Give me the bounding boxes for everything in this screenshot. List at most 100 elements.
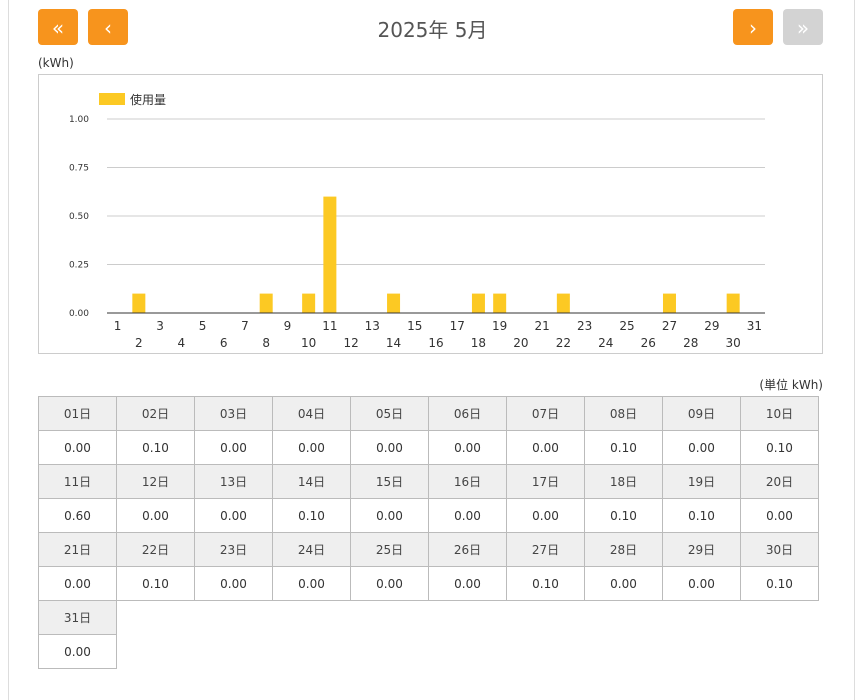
day-value-cell: 0.00 bbox=[116, 498, 195, 533]
legend-label: 使用量 bbox=[130, 92, 166, 107]
day-value-cell: 0.00 bbox=[350, 498, 429, 533]
x-tick-label: 14 bbox=[386, 336, 401, 350]
chart-unit-label: (kWh) bbox=[38, 56, 74, 70]
empty-cell bbox=[507, 635, 585, 669]
y-tick-label: 0.50 bbox=[69, 212, 89, 222]
x-tick-label: 8 bbox=[262, 336, 270, 350]
day-header-cell: 14日 bbox=[272, 464, 351, 499]
x-tick-label: 24 bbox=[598, 336, 613, 350]
x-tick-label: 20 bbox=[513, 336, 528, 350]
day-value-cell: 0.00 bbox=[428, 430, 507, 465]
legend-swatch bbox=[99, 93, 125, 105]
day-header-cell: 18日 bbox=[584, 464, 663, 499]
day-value-cell: 0.10 bbox=[740, 566, 819, 601]
bar bbox=[726, 293, 740, 313]
previous-month-button[interactable]: ‹ bbox=[88, 9, 128, 45]
table-unit-label: (単位 kWh) bbox=[759, 378, 823, 392]
day-value-cell: 0.00 bbox=[38, 430, 117, 465]
day-value-cell: 0.00 bbox=[506, 430, 585, 465]
x-tick-label: 31 bbox=[747, 319, 762, 333]
day-value-cell: 0.00 bbox=[428, 498, 507, 533]
day-value-cell: 0.00 bbox=[194, 498, 273, 533]
day-header-cell: 13日 bbox=[194, 464, 273, 499]
day-value-cell: 0.00 bbox=[194, 430, 273, 465]
empty-cell bbox=[273, 635, 351, 669]
day-header-cell: 20日 bbox=[740, 464, 819, 499]
x-tick-label: 9 bbox=[284, 319, 292, 333]
day-value-cell: 0.00 bbox=[38, 634, 117, 669]
bar bbox=[323, 196, 337, 313]
x-tick-label: 4 bbox=[177, 336, 185, 350]
empty-cell bbox=[117, 601, 195, 635]
x-tick-label: 5 bbox=[199, 319, 207, 333]
day-value-cell: 0.00 bbox=[350, 430, 429, 465]
x-tick-label: 6 bbox=[220, 336, 228, 350]
x-tick-label: 29 bbox=[704, 319, 719, 333]
day-header-cell: 24日 bbox=[272, 532, 351, 567]
day-header-cell: 31日 bbox=[38, 600, 117, 635]
x-tick-label: 30 bbox=[726, 336, 741, 350]
x-tick-label: 18 bbox=[471, 336, 486, 350]
usage-chart-svg: 0.000.250.500.751.0012345678910111213141… bbox=[69, 92, 765, 350]
day-value-cell: 0.00 bbox=[662, 430, 741, 465]
day-header-cell: 22日 bbox=[116, 532, 195, 567]
day-value-cell: 0.00 bbox=[428, 566, 507, 601]
next-month-button[interactable]: › bbox=[733, 9, 773, 45]
x-tick-label: 23 bbox=[577, 319, 592, 333]
empty-cell bbox=[117, 635, 195, 669]
day-header-cell: 15日 bbox=[350, 464, 429, 499]
day-header-cell: 01日 bbox=[38, 396, 117, 431]
day-header-cell: 03日 bbox=[194, 396, 273, 431]
day-header-cell: 29日 bbox=[662, 532, 741, 567]
day-value-cell: 0.10 bbox=[740, 430, 819, 465]
x-tick-label: 22 bbox=[556, 336, 571, 350]
day-value-cell: 0.10 bbox=[272, 498, 351, 533]
empty-cell bbox=[663, 601, 741, 635]
day-header-cell: 11日 bbox=[38, 464, 117, 499]
day-value-cell: 0.10 bbox=[506, 566, 585, 601]
frame-left-border bbox=[8, 0, 9, 700]
y-tick-label: 0.25 bbox=[69, 261, 89, 271]
day-value-cell: 0.00 bbox=[272, 430, 351, 465]
x-tick-label: 26 bbox=[641, 336, 656, 350]
bar bbox=[493, 293, 507, 313]
x-tick-label: 25 bbox=[619, 319, 634, 333]
x-tick-label: 12 bbox=[343, 336, 358, 350]
month-title: 2025年 5月 bbox=[377, 18, 488, 42]
day-header-cell: 06日 bbox=[428, 396, 507, 431]
day-value-cell: 0.60 bbox=[38, 498, 117, 533]
x-tick-label: 28 bbox=[683, 336, 698, 350]
day-header-cell: 28日 bbox=[584, 532, 663, 567]
day-header-cell: 27日 bbox=[506, 532, 585, 567]
day-value-cell: 0.00 bbox=[740, 498, 819, 533]
empty-cell bbox=[741, 635, 819, 669]
x-tick-label: 10 bbox=[301, 336, 316, 350]
day-value-cell: 0.00 bbox=[38, 566, 117, 601]
first-month-button[interactable]: « bbox=[38, 9, 78, 45]
day-value-cell: 0.00 bbox=[272, 566, 351, 601]
day-value-cell: 0.00 bbox=[350, 566, 429, 601]
table-header-row: 31日 bbox=[38, 600, 819, 635]
last-month-button[interactable]: » bbox=[783, 9, 823, 45]
empty-cell bbox=[507, 601, 585, 635]
empty-cell bbox=[351, 635, 429, 669]
day-header-cell: 07日 bbox=[506, 396, 585, 431]
day-header-cell: 08日 bbox=[584, 396, 663, 431]
y-tick-label: 0.00 bbox=[69, 309, 89, 319]
table-header-row: 21日 22日 23日 24日 25日 26日 27日 28日 29日 30日 bbox=[38, 532, 819, 567]
day-header-cell: 09日 bbox=[662, 396, 741, 431]
y-tick-label: 0.75 bbox=[69, 164, 89, 174]
day-header-cell: 19日 bbox=[662, 464, 741, 499]
day-value-cell: 0.10 bbox=[116, 566, 195, 601]
usage-chart: 0.00 0.25 0.50 0.75 1.00 1 2 3 4 5 6 7 8 9 10 11 12 13 14 1… bbox=[38, 74, 823, 354]
table-value-row: 0.00 bbox=[38, 634, 819, 669]
x-tick-label: 3 bbox=[156, 319, 164, 333]
day-header-cell: 30日 bbox=[740, 532, 819, 567]
day-header-cell: 04日 bbox=[272, 396, 351, 431]
empty-cell bbox=[351, 601, 429, 635]
bar bbox=[132, 293, 146, 313]
x-tick-label: 2 bbox=[135, 336, 143, 350]
day-value-cell: 0.00 bbox=[584, 566, 663, 601]
x-tick-label: 21 bbox=[534, 319, 549, 333]
daily-usage-table: 01日 02日 03日 04日 05日 06日 07日 08日 09日 10日 0.00 0.10 0.… bbox=[38, 396, 819, 669]
